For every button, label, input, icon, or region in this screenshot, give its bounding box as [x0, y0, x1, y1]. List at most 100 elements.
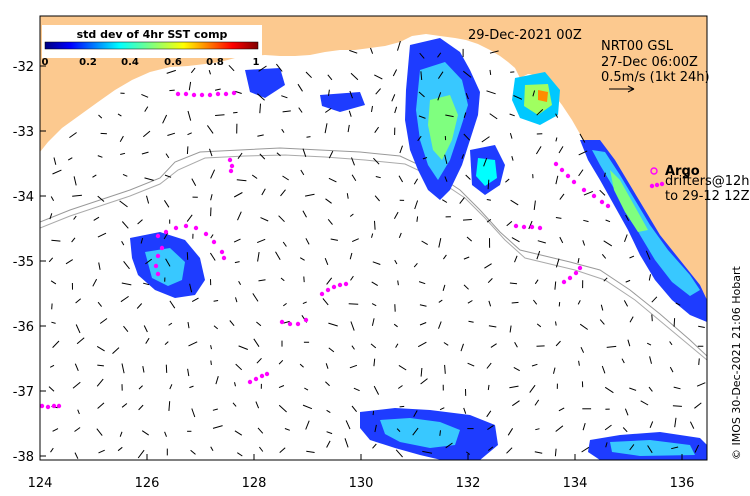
- current-vector: [555, 113, 559, 118]
- current-vector: [694, 444, 700, 453]
- current-vector: [350, 275, 354, 281]
- current-vector: [324, 258, 329, 265]
- current-vector: [119, 135, 124, 143]
- current-vector: [236, 179, 247, 182]
- current-vector: [439, 407, 445, 411]
- current-vector: [559, 193, 565, 200]
- current-vector-field: [48, 40, 706, 459]
- current-vector: [534, 399, 540, 406]
- current-vector: [235, 297, 238, 303]
- current-vector: [121, 282, 132, 286]
- current-vector: [164, 341, 169, 345]
- current-vector: [600, 304, 604, 311]
- current-vector: [351, 345, 355, 350]
- current-vector: [534, 451, 543, 454]
- y-tick-label: -32: [13, 60, 34, 75]
- current-vector: [188, 341, 198, 347]
- product-date: 27-Dec 06:00Z: [601, 55, 698, 70]
- drifter-track-5: [319, 281, 349, 297]
- current-vector: [698, 358, 700, 365]
- current-vector: [281, 95, 288, 99]
- current-vector: [164, 431, 167, 437]
- current-vector: [169, 89, 175, 92]
- current-vector: [142, 130, 151, 138]
- current-vector: [256, 357, 262, 364]
- current-vector: [251, 174, 258, 179]
- current-vector: [487, 424, 494, 431]
- current-vector: [97, 232, 107, 238]
- current-vector: [143, 282, 150, 286]
- current-vector: [698, 325, 705, 328]
- current-vector: [599, 319, 605, 325]
- current-vector: [673, 386, 681, 390]
- current-vector: [279, 447, 286, 453]
- current-vector: [582, 422, 586, 431]
- current-vector: [98, 262, 101, 270]
- current-vector: [481, 136, 490, 143]
- current-vector: [603, 277, 608, 282]
- current-vector: [605, 219, 611, 223]
- current-vector: [281, 128, 285, 133]
- scale-label: 0.5m/s (1kt 24h): [601, 70, 710, 85]
- drifters-to-label: to 29-12 12Z: [665, 189, 750, 204]
- current-vector: [280, 277, 285, 282]
- current-vector: [437, 71, 444, 79]
- current-vector: [671, 446, 679, 450]
- current-vector: [640, 400, 649, 406]
- imos-credit: © IMOS 30-Dec-2021 21:06 Hobart: [730, 265, 743, 460]
- current-vector: [50, 280, 57, 285]
- current-vector: [214, 88, 221, 91]
- current-vector: [465, 174, 471, 180]
- current-vector: [215, 376, 219, 385]
- current-vector: [509, 282, 518, 285]
- current-vector: [536, 323, 542, 328]
- current-vector: [233, 238, 241, 243]
- current-vector: [50, 447, 54, 453]
- current-vector: [581, 446, 590, 453]
- current-vector: [486, 90, 496, 95]
- current-vector: [444, 154, 448, 165]
- current-vector: [413, 178, 419, 185]
- current-vector: [629, 444, 635, 451]
- drifter-track-6: [279, 317, 309, 327]
- current-vector: [93, 216, 100, 221]
- current-vector: [558, 302, 561, 307]
- current-vector: [119, 200, 128, 208]
- current-vector: [438, 237, 442, 248]
- current-vector: [625, 214, 630, 221]
- current-vector: [420, 378, 428, 385]
- drifter-track-4: [227, 157, 235, 174]
- current-vector: [325, 381, 330, 387]
- y-tick-label: -38: [13, 450, 34, 465]
- current-vector: [123, 325, 129, 333]
- current-vector: [580, 346, 585, 353]
- current-vector: [325, 363, 329, 369]
- current-vector: [487, 384, 490, 391]
- current-vector: [465, 93, 469, 100]
- current-vector: [163, 232, 169, 240]
- current-vector: [74, 452, 79, 459]
- current-vector: [463, 133, 471, 141]
- current-vector: [621, 358, 625, 364]
- current-vector: [121, 403, 128, 408]
- x-axis: 124 126 128 130 132 134 136: [28, 454, 694, 491]
- current-vector: [349, 49, 358, 54]
- argo-marker-icon: [650, 167, 658, 175]
- current-vector: [276, 152, 281, 157]
- current-vector: [605, 442, 608, 448]
- plot-frame: [39, 15, 708, 461]
- current-vector: [191, 408, 196, 418]
- current-vector: [689, 421, 695, 429]
- current-vector: [237, 211, 242, 221]
- current-vector: [555, 258, 560, 268]
- current-vector: [237, 452, 243, 457]
- current-vector: [280, 189, 286, 197]
- current-vector: [305, 71, 312, 79]
- current-vector: [442, 254, 447, 260]
- current-vector: [325, 107, 332, 113]
- colorbar-gradient: [44, 41, 259, 50]
- current-vector: [142, 366, 145, 373]
- current-vector: [327, 218, 333, 225]
- current-vector: [513, 95, 523, 100]
- current-vector: [467, 300, 473, 304]
